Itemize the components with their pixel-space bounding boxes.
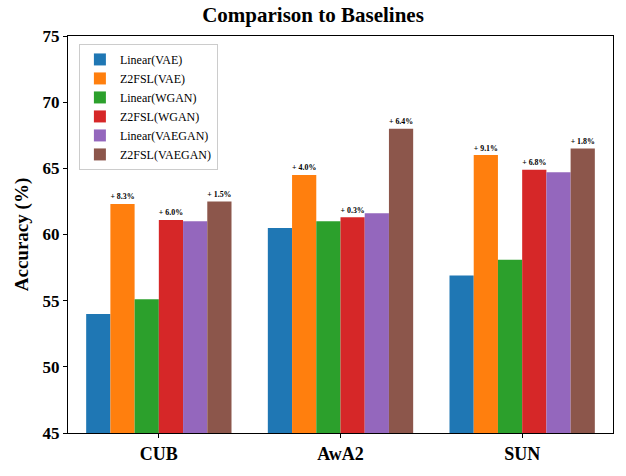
svg-text:+ 6.4%: + 6.4% — [389, 117, 413, 126]
svg-text:Linear(VAEGAN): Linear(VAEGAN) — [120, 129, 208, 143]
svg-text:60: 60 — [43, 225, 60, 244]
svg-text:AwA2: AwA2 — [317, 444, 364, 464]
svg-text:+ 4.0%: + 4.0% — [292, 163, 316, 172]
svg-text:+ 8.3%: + 8.3% — [110, 192, 134, 201]
svg-text:CUB: CUB — [140, 444, 178, 464]
svg-text:+ 9.1%: + 9.1% — [474, 144, 498, 153]
svg-text:55: 55 — [43, 292, 60, 311]
svg-text:Linear(VAE): Linear(VAE) — [120, 53, 182, 67]
svg-text:75: 75 — [43, 27, 60, 46]
svg-text:Z2FSL(VAEGAN): Z2FSL(VAEGAN) — [120, 148, 211, 162]
svg-text:Z2FSL(VAE): Z2FSL(VAE) — [120, 72, 185, 86]
svg-text:+ 0.3%: + 0.3% — [341, 206, 365, 215]
svg-text:70: 70 — [43, 93, 60, 112]
svg-text:Linear(WGAN): Linear(WGAN) — [120, 91, 197, 105]
svg-text:+ 1.8%: + 1.8% — [571, 137, 595, 146]
svg-text:+ 6.0%: + 6.0% — [159, 208, 183, 217]
svg-text:Comparison to Baselines: Comparison to Baselines — [202, 3, 424, 27]
svg-text:Accuracy (%): Accuracy (%) — [11, 178, 33, 291]
svg-text:+ 6.8%: + 6.8% — [522, 158, 546, 167]
svg-text:45: 45 — [43, 424, 60, 443]
svg-text:Z2FSL(WGAN): Z2FSL(WGAN) — [120, 110, 199, 124]
svg-text:50: 50 — [43, 358, 60, 377]
svg-text:65: 65 — [43, 159, 60, 178]
svg-text:SUN: SUN — [504, 444, 540, 464]
svg-text:+ 1.5%: + 1.5% — [207, 190, 231, 199]
